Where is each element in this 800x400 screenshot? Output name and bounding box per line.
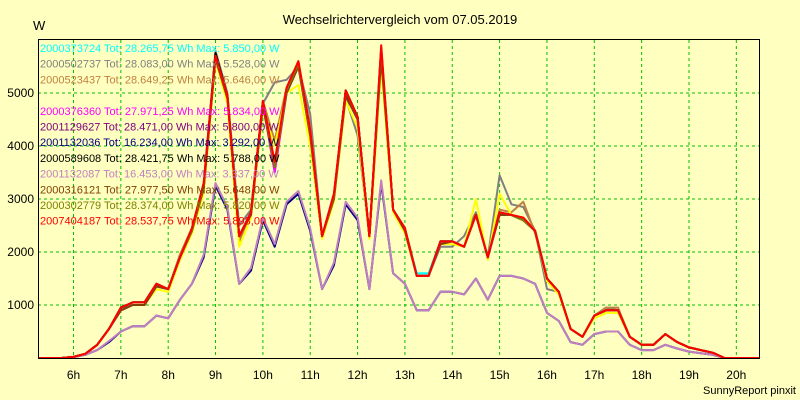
x-tick-labels: 6h 7h 8h 9h 10h 11h 12h 13h 14h 15h 16h 17h 18h 19h 20… [67,368,747,382]
x-tick-label: 9h [209,368,222,382]
footer-credit: SunnyReport pinxit [703,385,796,397]
y-axis-unit: W [33,18,46,33]
x-tick-label: 13h [395,368,415,382]
x-tick-label: 10h [253,368,273,382]
legend-entry-8: 2001132087 Tot: 16.453,00 Wh Max: 3.337,… [40,169,279,181]
legend: 2000373724 Tot: 28.265,75 Wh Max: 5.850,… [40,43,280,228]
x-tick-label: 15h [490,368,510,382]
y-tick-label: 3000 [7,192,34,206]
legend-entry-10: 2000302779 Tot: 28.374,00 Wh Max: 5.820,… [40,200,280,212]
legend-entry-7: 2000589608 Tot: 28.421,75 Wh Max: 5.788,… [40,153,280,165]
x-tick-label: 14h [442,368,462,382]
legend-entry-4: 2000376360 Tot: 27.971,25 Wh Max: 5.834,… [40,106,280,118]
legend-entry-2: 2000523437 Tot: 28.649,25 Wh Max: 5.646,… [40,74,280,86]
legend-entry-6: 2001132036 Tot: 16.234,00 Wh Max: 3.292,… [40,137,279,149]
x-tick-label: 18h [632,368,652,382]
chart-title: Wechselrichtervergleich vom 07.05.2019 [283,12,518,27]
legend-entry-1: 2000502737 Tot: 28.083,00 Wh Max: 5.528,… [40,59,280,71]
x-tick-label: 6h [67,368,80,382]
y-tick-label: 1000 [7,298,34,312]
y-tick-label: 4000 [7,139,34,153]
grid-lines [38,40,760,358]
y-tick-label: 5000 [7,86,34,100]
legend-entry-0: 2000373724 Tot: 28.265,75 Wh Max: 5.850,… [40,43,280,55]
x-tick-label: 7h [114,368,127,382]
x-tick-label: 17h [584,368,604,382]
x-tick-label: 12h [348,368,368,382]
x-tick-label: 16h [537,368,557,382]
legend-entry-11: 2007404187 Tot: 28.537,75 Wh Max: 5.898,… [40,216,280,228]
x-tick-label: 11h [301,368,320,382]
x-tick-label: 20h [726,368,746,382]
x-tick-label: 19h [679,368,699,382]
series-lines [38,44,760,359]
y-tick-label: 2000 [7,245,34,259]
plot-frame [38,39,760,359]
legend-entry-5: 2001129627 Tot: 28.471,00 Wh Max: 5.800,… [40,122,279,134]
x-tick-label: 8h [162,368,175,382]
y-tick-labels: 1000 2000 3000 4000 5000 [7,86,34,312]
series-line-8 [38,179,760,359]
series-line-11 [38,44,760,359]
legend-entry-9: 2000316121 Tot: 27.977,50 Wh Max: 5.648,… [40,184,280,196]
